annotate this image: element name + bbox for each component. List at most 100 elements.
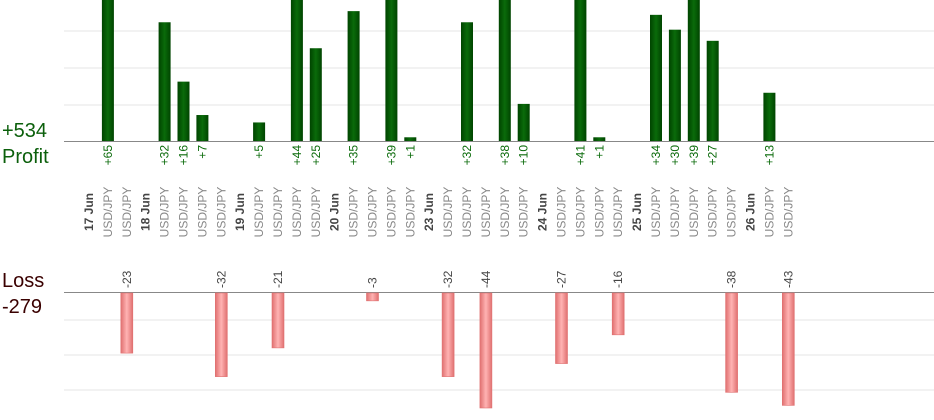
profit-data-label: +41 [573,145,587,166]
profit-bar [158,22,171,142]
loss-bar [479,292,493,409]
instrument-tick-label: USD/JPY [498,187,512,238]
bar-labels: +65 -23 +32 +16 +7 -32 +5 -21 +44 +25 +35 -3 +39 +1 -3… [101,145,795,288]
profit-data-label: +38 [498,145,512,166]
instrument-tick-label: USD/JPY [668,187,682,238]
profit-data-label: +7 [195,145,209,159]
loss-data-label: -23 [120,270,134,288]
date-tick-label: 20 Jun [328,193,342,231]
loss-bar [725,292,738,393]
date-tick-label: 19 Jun [233,193,247,231]
profit-data-label: +34 [649,145,663,166]
instrument-tick-label: USD/JPY [781,187,795,238]
instrument-tick-label: USD/JPY [611,187,625,238]
loss-bar [271,292,285,349]
instrument-tick-label: USD/JPY [252,187,266,238]
date-tick-label: 25 Jun [630,193,644,231]
category-tick-labels: 17 Jun USD/JPY USD/JPY 18 Jun USD/JPY USD/JPY… [82,187,795,238]
instrument-tick-label: USD/JPY [347,187,361,238]
instrument-tick-label: USD/JPY [271,187,285,238]
instrument-tick-label: USD/JPY [517,187,531,238]
profit-bar [706,40,719,141]
profit-bars [101,0,776,142]
instrument-tick-label: USD/JPY [555,187,569,238]
profit-data-label: +35 [347,145,361,166]
loss-bar [441,292,455,377]
instrument-tick-label: USD/JPY [479,187,493,238]
profit-bar [253,122,266,141]
profit-bar [574,0,587,141]
loss-data-label: -27 [555,270,569,288]
loss-bar [120,292,134,354]
date-tick-label: 24 Jun [536,193,550,231]
profit-data-label: +65 [101,145,115,166]
profit-bar [593,137,606,141]
profit-bar [404,137,417,141]
profit-bar [650,14,662,142]
loss-data-label: -32 [214,270,228,288]
profit-data-label: +44 [290,145,304,166]
loss-data-label: -21 [271,270,285,288]
instrument-tick-label: USD/JPY [762,187,776,238]
loss-bar [555,292,568,364]
profit-data-label: +16 [177,145,191,166]
profit-data-label: +39 [384,145,398,166]
profit-bar [687,0,700,141]
instrument-tick-label: USD/JPY [214,187,228,238]
profit-data-label: +27 [706,145,720,166]
instrument-tick-label: USD/JPY [687,187,701,238]
loss-data-label: -44 [479,270,493,288]
profit-bar [517,103,530,141]
loss-label: Loss [2,270,44,292]
date-tick-label: 17 Jun [82,193,96,231]
loss-data-label: -16 [611,270,625,288]
profit-label: Profit [2,146,49,168]
instrument-tick-label: USD/JPY [706,187,720,238]
profit-bar [461,22,473,142]
profit-bar [196,115,209,141]
loss-data-label: -3 [366,277,380,288]
loss-data-label: -38 [725,270,739,288]
loss-bars [120,292,795,409]
date-tick-label: 23 Jun [422,193,436,231]
total-profit-value: +534 [2,120,47,142]
instrument-tick-label: USD/JPY [649,187,663,238]
instrument-tick-label: USD/JPY [592,187,606,238]
instrument-tick-label: USD/JPY [177,187,191,238]
loss-data-label: -32 [441,270,455,288]
instrument-tick-label: USD/JPY [158,187,172,238]
instrument-tick-label: USD/JPY [725,187,739,238]
profit-bar [177,81,190,141]
loss-data-label: -43 [781,270,795,288]
date-tick-label: 18 Jun [139,193,153,231]
profit-data-label: +32 [158,145,172,166]
loss-bar [611,292,625,336]
instrument-tick-label: USD/JPY [460,187,474,238]
instrument-tick-label: USD/JPY [366,187,380,238]
profit-data-label: +39 [687,145,701,166]
profit-data-label: +32 [460,145,474,166]
loss-bar [781,292,795,406]
profit-bar [668,29,681,141]
instrument-tick-label: USD/JPY [309,187,323,238]
profit-bar [290,0,303,141]
instrument-tick-label: USD/JPY [441,187,455,238]
profit-data-label: +5 [252,145,266,159]
instrument-tick-label: USD/JPY [195,187,209,238]
loss-bar [366,292,379,302]
date-tick-label: 26 Jun [744,193,758,231]
profit-data-label: +1 [403,145,417,159]
profit-data-label: +1 [592,145,606,159]
profit-bar [385,0,398,141]
instrument-tick-label: USD/JPY [384,187,398,238]
instrument-tick-label: USD/JPY [120,187,134,238]
profit-bar [101,0,114,141]
loss-bar [215,292,228,377]
instrument-tick-label: USD/JPY [403,187,417,238]
profit-bar [347,11,360,142]
profit-bar [309,48,322,141]
profit-data-label: +13 [762,145,776,166]
profit-bar [763,92,776,141]
profit-data-label: +30 [668,145,682,166]
